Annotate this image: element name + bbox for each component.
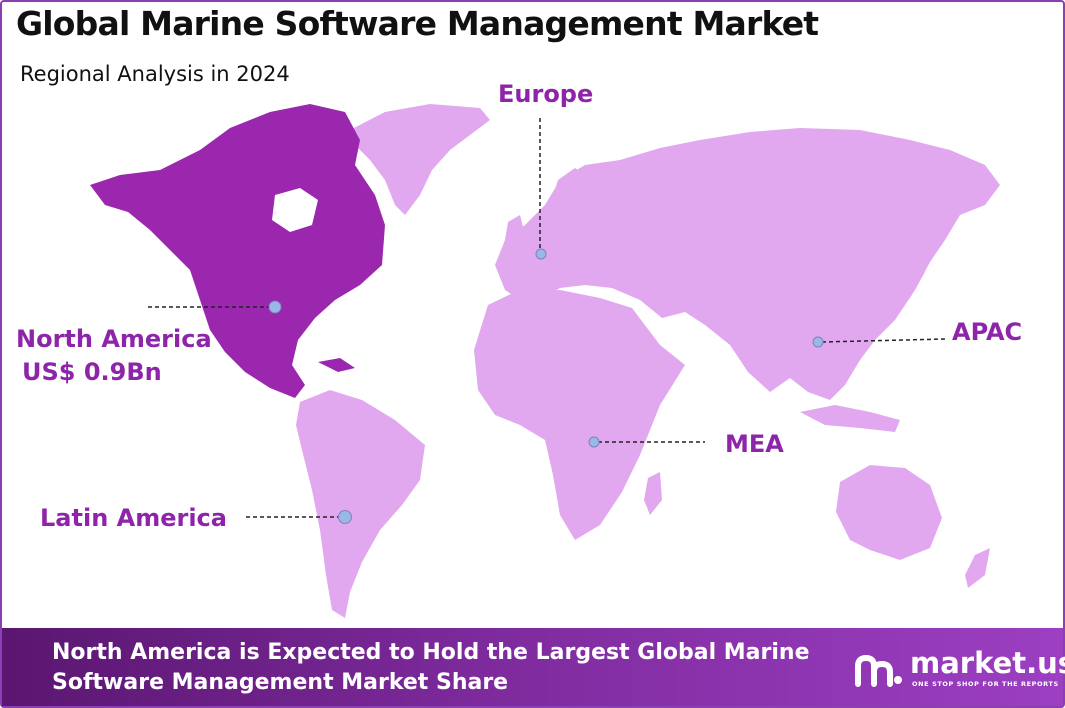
europe-marker [535, 248, 547, 260]
north-america-value: US$ 0.9Bn [22, 358, 162, 386]
caribbean-shape [318, 358, 355, 372]
north-america-shape [90, 104, 385, 398]
page-title: Global Marine Software Management Market [16, 4, 819, 43]
europe-label: Europe [498, 80, 594, 108]
indonesia-shape [800, 405, 900, 432]
market-us-logo: market.us ONE STOP SHOP FOR THE REPORTS [850, 646, 1065, 692]
apac-label: APAC [952, 318, 1023, 346]
footer-text: North America is Expected to Hold the La… [52, 638, 852, 698]
footer-line-1: North America is Expected to Hold the La… [52, 640, 810, 665]
mea-marker [588, 436, 600, 448]
africa-shape [474, 290, 685, 540]
logo-tagline: ONE STOP SHOP FOR THE REPORTS [912, 680, 1059, 688]
greenland-shape [350, 104, 490, 215]
latin-america-marker [338, 510, 352, 524]
madagascar-shape [644, 472, 662, 515]
uk-shape [505, 215, 525, 248]
south-america-shape [296, 390, 425, 618]
footer-banner: North America is Expected to Hold the La… [2, 628, 1065, 706]
hudson-bay-shape [272, 188, 318, 232]
north-america-label: North America [16, 325, 212, 353]
eurasia-shape [495, 128, 1000, 400]
scandinavia-shape [548, 168, 590, 228]
page-subtitle: Regional Analysis in 2024 [20, 62, 290, 86]
footer-line-2: Software Management Market Share [52, 670, 509, 695]
latin-america-label: Latin America [40, 504, 227, 532]
new-zealand-shape [965, 548, 990, 588]
mea-label: MEA [725, 430, 784, 458]
logo-name: market.us [910, 646, 1065, 680]
apac-marker [812, 336, 824, 348]
japan-shape [898, 250, 925, 298]
north-america-marker [268, 300, 282, 314]
logo-icon [855, 654, 902, 687]
australia-shape [836, 465, 942, 560]
